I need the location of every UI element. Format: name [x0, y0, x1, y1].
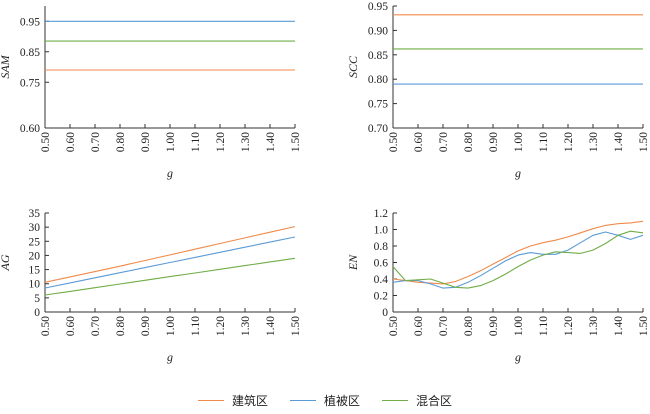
sam-x-tick-label: 0.80: [115, 132, 127, 152]
en-x-tick-label: 1.50: [638, 316, 650, 336]
ag-y-tick-label: 35: [29, 208, 41, 220]
ag-series-line: [44, 236, 296, 289]
scc-x-tick-label: 1.50: [638, 132, 650, 152]
scc-x-tick-label: 1.40: [613, 132, 625, 152]
sam-x-axis-label: g: [167, 166, 173, 180]
ag-x-tick-label: 1.50: [290, 316, 302, 336]
en-y-tick-label: 0.2: [374, 291, 389, 303]
en-x-tick-label: 1.40: [613, 316, 625, 336]
en-x-tick-label: 0.70: [438, 316, 450, 336]
ag-x-tick-label: 0.50: [40, 316, 52, 336]
scc-x-tick-label: 1.10: [538, 132, 550, 152]
sam-x-tick-label: 1.00: [165, 132, 177, 152]
scc-y-tick-label: 0.75: [368, 99, 388, 111]
en-series-line: [392, 231, 644, 289]
en-x-tick-label: 0.50: [388, 316, 400, 336]
scc-x-axis-label: g: [515, 166, 521, 180]
en-x-axis-label: g: [515, 350, 521, 364]
scc-x-tick-label: 0.80: [463, 132, 475, 152]
ag-x-tick-label: 1.20: [215, 316, 227, 336]
en-x-tick-label: 0.90: [488, 316, 500, 336]
ag-x-tick-label: 0.80: [115, 316, 127, 336]
sam-x-tick-label: 0.70: [90, 132, 102, 152]
ag-y-tick-label: 5: [34, 293, 40, 305]
en-x-tick-label: 0.60: [413, 316, 425, 336]
sam-y-tick-label: 0.95: [20, 16, 40, 28]
sam-y-tick-label: 0.75: [20, 77, 40, 89]
ag-y-tick-label: 25: [29, 236, 41, 248]
en-series-line: [392, 220, 644, 285]
scc-x-tick-label: 1.00: [513, 132, 525, 152]
legend-label-built-up: 建筑区: [231, 393, 268, 408]
en-y-tick-label: 0.8: [374, 241, 389, 253]
sam-y-tick-label: 0.60: [20, 123, 40, 135]
en-y-tick-label: 0.4: [374, 274, 389, 286]
en-series-line: [392, 230, 644, 289]
en-y-tick-label: 0.6: [374, 258, 389, 270]
legend-item-built-up: 建筑区: [197, 392, 268, 409]
en-y-tick-label: 0: [382, 307, 388, 319]
ag-x-tick-label: 1.10: [190, 316, 202, 336]
ag-series-line: [44, 226, 296, 283]
legend-item-mixed: 混合区: [382, 392, 452, 409]
sam-x-tick-label: 1.20: [215, 132, 227, 152]
legend-swatch-vegetation: [289, 399, 316, 401]
scc-x-tick-label: 1.20: [563, 132, 575, 152]
figure: 0.600.750.850.950.50 0.60 0.70 0.80 0.90 1.00…: [0, 1, 650, 364]
legend-label-vegetation: 植被区: [323, 393, 360, 408]
ag-y-tick-label: 20: [29, 250, 41, 262]
ag-x-tick-label: 0.90: [140, 316, 152, 336]
en-x-tick-label: 1.20: [563, 316, 575, 336]
chart-scc: 0.70 0.75 0.80 0.85 0.90 0.95 0.50 0.60 0.70 0.80…: [346, 1, 650, 180]
scc-x-tick-label: 0.50: [388, 132, 400, 152]
scc-y-tick-label: 0.80: [368, 74, 388, 86]
legend-label-mixed: 混合区: [416, 393, 453, 408]
legend-swatch-mixed: [382, 399, 408, 401]
ag-y-tick-label: 30: [29, 222, 41, 234]
scc-y-tick-label: 0.85: [368, 50, 388, 62]
sam-x-tick-label: 1.30: [240, 132, 252, 152]
sam-x-tick-label: 1.40: [265, 132, 277, 152]
scc-y-tick-label: 0.70: [368, 123, 388, 135]
ag-x-tick-label: 1.30: [240, 316, 252, 336]
legend: 建筑区 植被区 混合区: [0, 390, 650, 410]
legend-item-vegetation: 植被区: [289, 392, 360, 409]
en-y-tick-label: 1.2: [374, 208, 389, 220]
sam-x-tick-label: 1.50: [290, 132, 302, 152]
en-x-tick-label: 1.30: [588, 316, 600, 336]
chart-ag: 0 5 10 15 20 25 30 35 0.50 0.60 0.70 0.80 0.90 1.00 1.…: [0, 208, 302, 364]
legend-swatch-built-up: [197, 399, 224, 401]
scc-y-tick-label: 0.95: [368, 1, 388, 13]
scc-x-tick-label: 0.90: [488, 132, 500, 152]
chart-en: 0 0.2 0.4 0.6 0.8 1.0 1.2 0.50 0.60 0.70 0.80 0.90 1…: [346, 208, 650, 364]
sam-x-tick-label: 0.50: [40, 132, 52, 152]
sam-y-tick-label: 0.85: [20, 47, 40, 59]
sam-x-tick-label: 0.60: [65, 132, 77, 152]
en-y-axis-label: EN: [346, 254, 360, 271]
ag-x-tick-label: 0.60: [65, 316, 77, 336]
ag-x-tick-label: 1.40: [265, 316, 277, 336]
scc-x-tick-label: 0.60: [413, 132, 425, 152]
scc-y-tick-label: 0.90: [368, 25, 388, 37]
ag-x-axis-label: g: [167, 350, 173, 364]
ag-y-tick-label: 0: [34, 307, 40, 319]
ag-x-tick-label: 1.00: [165, 316, 177, 336]
ag-y-tick-label: 15: [29, 265, 41, 277]
ag-y-axis-label: AG: [0, 254, 12, 271]
scc-y-axis-label: SCC: [346, 55, 360, 78]
chart-sam: 0.600.750.850.950.50 0.60 0.70 0.80 0.90 1.00…: [0, 6, 302, 180]
en-x-tick-label: 1.00: [513, 316, 525, 336]
sam-x-tick-label: 0.90: [140, 132, 152, 152]
ag-x-tick-label: 0.70: [90, 316, 102, 336]
sam-y-axis-label: SAM: [0, 54, 12, 78]
en-x-tick-label: 0.80: [463, 316, 475, 336]
en-x-tick-label: 1.10: [538, 316, 550, 336]
ag-y-tick-label: 10: [29, 279, 41, 291]
scc-x-tick-label: 0.70: [438, 132, 450, 152]
ag-series-line: [44, 257, 296, 296]
en-y-tick-label: 1.0: [374, 225, 389, 237]
sam-x-tick-label: 1.10: [190, 132, 202, 152]
scc-x-tick-label: 1.30: [588, 132, 600, 152]
